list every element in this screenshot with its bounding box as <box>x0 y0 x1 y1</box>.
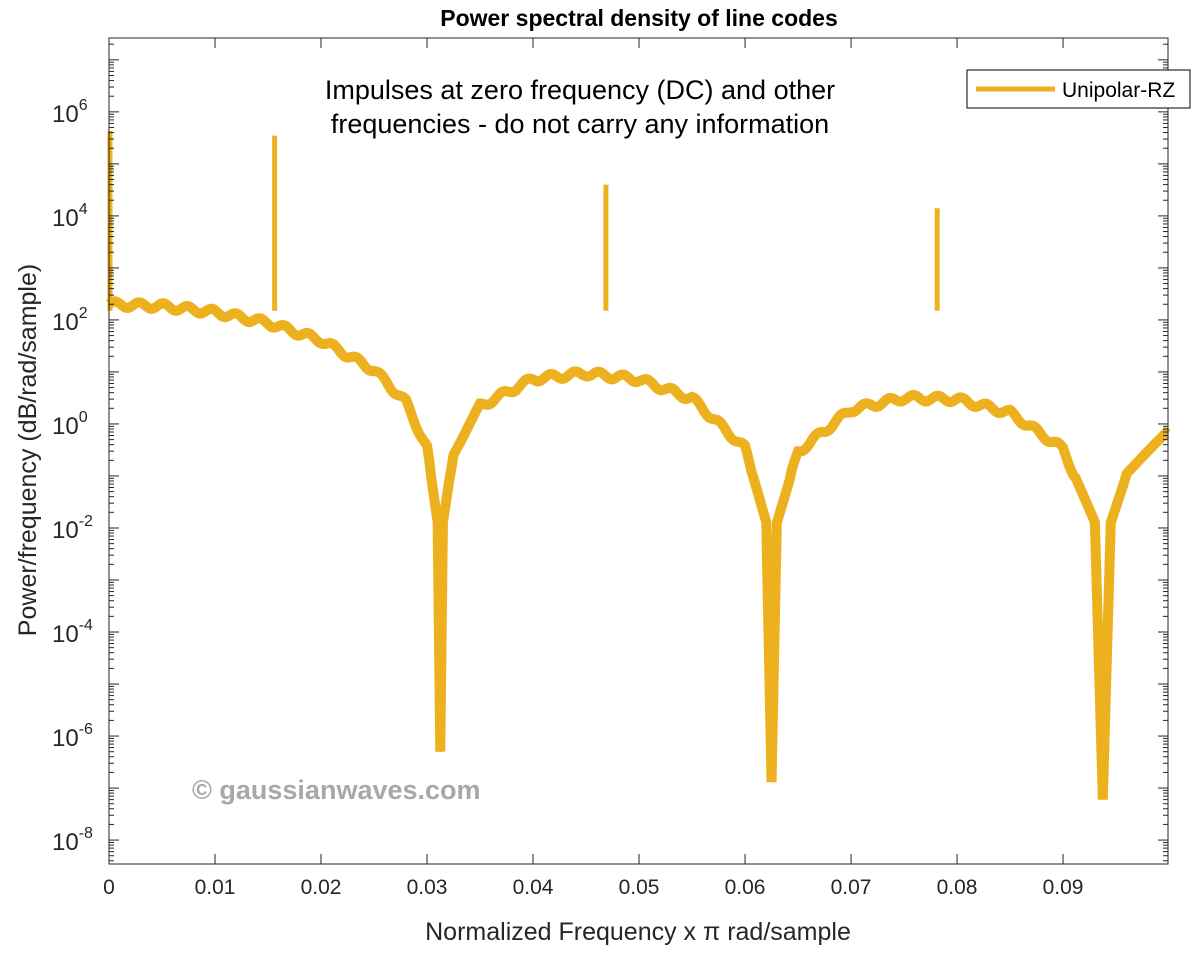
x-tick-label: 0.05 <box>619 876 660 899</box>
x-tick-label: 0.02 <box>301 876 342 899</box>
y-tick-label: 10-2 <box>52 513 93 544</box>
x-tick-label: 0.03 <box>407 876 448 899</box>
y-tick-label: 100 <box>52 409 88 440</box>
x-tick-label: 0.08 <box>937 876 978 899</box>
annotation-line-1: Impulses at zero frequency (DC) and othe… <box>325 75 835 105</box>
x-tick-label: 0.07 <box>831 876 872 899</box>
y-tick-label: 102 <box>52 305 88 336</box>
chart-title: Power spectral density of line codes <box>440 5 838 31</box>
x-tick-label: 0.09 <box>1043 876 1084 899</box>
series-line-unipolar-rz <box>107 299 1169 800</box>
x-tick-label: 0.06 <box>725 876 766 899</box>
plot-area <box>106 130 1171 800</box>
annotation-line-2: frequencies - do not carry any informati… <box>331 109 829 139</box>
legend: Unipolar-RZ <box>966 69 1191 109</box>
axes-box <box>108 37 1169 865</box>
y-tick-label: 104 <box>52 201 88 232</box>
y-tick-label: 10-6 <box>52 721 93 752</box>
y-tick-label: 106 <box>52 97 88 128</box>
series-band-unipolar-rz <box>106 296 1171 800</box>
axes: 0 0.01 0.02 0.03 0.04 0.05 0.06 0.07 0.08 0.09 10-… <box>52 37 1169 899</box>
x-axis-label: Normalized Frequency x π rad/sample <box>425 918 851 946</box>
x-tick-label: 0 <box>103 876 115 899</box>
watermark: © gaussianwaves.com <box>192 775 481 805</box>
x-tick-label: 0.01 <box>195 876 236 899</box>
y-tick-label: 10-4 <box>52 617 93 648</box>
x-tick-label: 0.04 <box>513 876 554 899</box>
y-tick-label: 10-8 <box>52 825 93 856</box>
legend-label: Unipolar-RZ <box>1062 79 1175 102</box>
y-axis-label: Power/frequency (dB/rad/sample) <box>14 264 42 636</box>
